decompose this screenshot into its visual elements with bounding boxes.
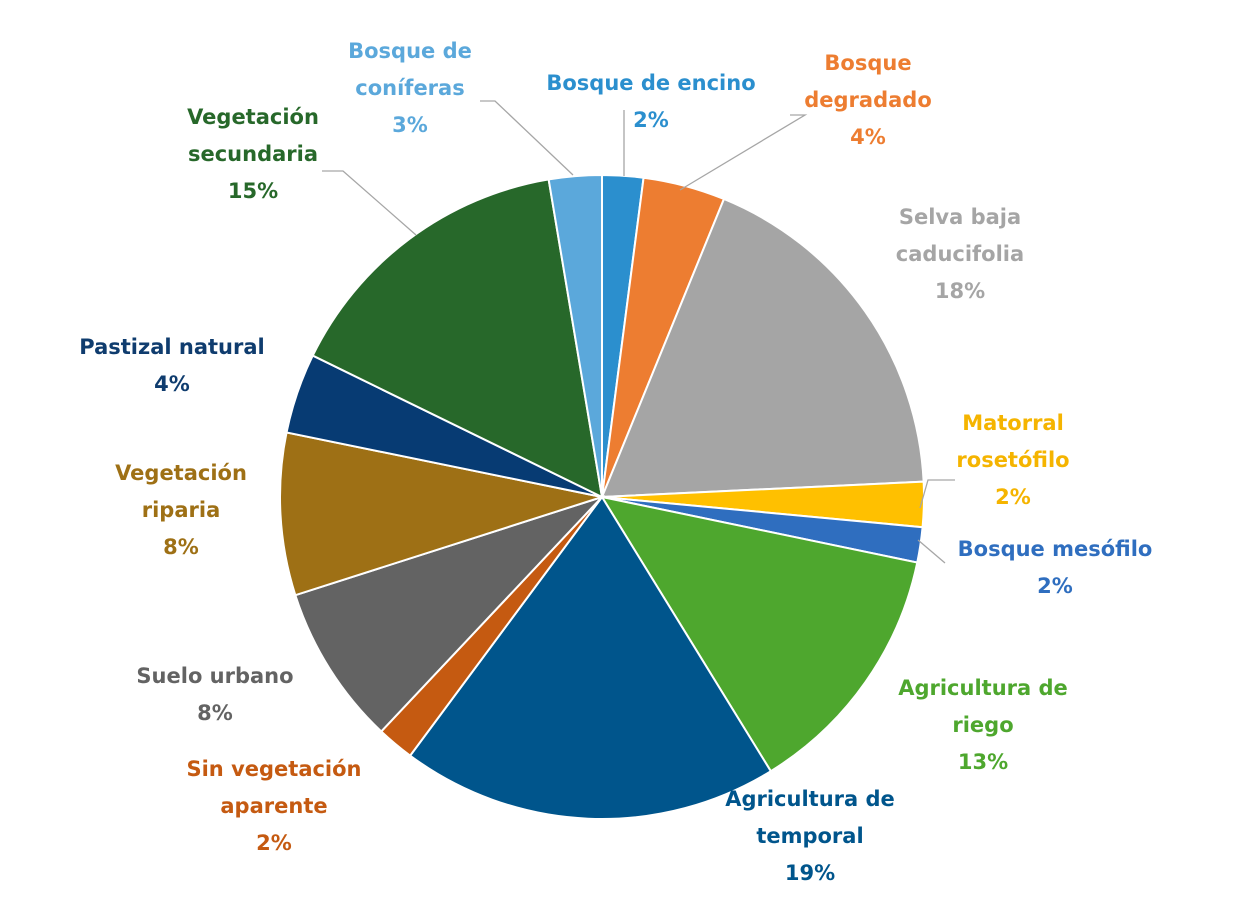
label-line-degradado: degradado	[804, 88, 932, 112]
label-line-pastizal: Pastizal natural	[79, 335, 264, 359]
pct-label-secundaria: 15%	[228, 179, 278, 203]
label-line-riparia: Vegetación	[115, 461, 247, 485]
data-label-urbano: Suelo urbano 8%	[136, 664, 293, 725]
label-line-secundaria: secundaria	[188, 142, 318, 166]
pct-label-sinveg: 2%	[256, 831, 292, 855]
data-label-mesofilo: Bosque mesófilo 2%	[958, 537, 1153, 598]
pct-label-encino: 2%	[633, 108, 669, 132]
label-line-matorral: Matorral	[962, 411, 1064, 435]
label-line-coniferas: Bosque de	[348, 39, 472, 63]
label-line-encino: Bosque de encino	[546, 71, 755, 95]
pct-label-riego: 13%	[958, 750, 1008, 774]
data-label-riparia: Vegetación riparia 8%	[115, 461, 247, 559]
pct-label-degradado: 4%	[850, 125, 886, 149]
data-label-secundaria: Vegetación secundaria 15%	[187, 105, 319, 203]
label-line-sinveg: Sin vegetación	[186, 757, 361, 781]
data-label-riego: Agricultura de riego 13%	[898, 676, 1068, 774]
slice-temporal	[408, 495, 773, 820]
pct-label-temporal: 19%	[785, 861, 835, 885]
data-label-degradado: Bosque degradado 4%	[804, 51, 932, 149]
label-line-degradado: Bosque	[824, 51, 911, 75]
pct-label-urbano: 8%	[197, 701, 233, 725]
label-line-riego: riego	[952, 713, 1013, 737]
label-line-mesofilo: Bosque mesófilo	[958, 537, 1153, 561]
label-line-sinveg: aparente	[220, 794, 327, 818]
leader-line-secundaria	[322, 170, 417, 236]
slice-selva	[600, 197, 925, 499]
label-line-matorral: rosetófilo	[956, 448, 1069, 472]
leader-line-matorral	[919, 479, 955, 509]
pct-label-riparia: 8%	[163, 535, 199, 559]
pct-label-pastizal: 4%	[154, 372, 190, 396]
label-line-riego: Agricultura de	[898, 676, 1068, 700]
data-label-selva: Selva baja caducifolia 18%	[896, 205, 1024, 303]
data-label-coniferas: Bosque de coníferas 3%	[348, 39, 472, 137]
data-label-pastizal: Pastizal natural 4%	[79, 335, 264, 396]
label-line-coniferas: coníferas	[355, 76, 464, 100]
data-label-encino: Bosque de encino 2%	[546, 71, 755, 132]
data-label-matorral: Matorral rosetófilo 2%	[956, 411, 1069, 509]
slice-riego	[599, 495, 919, 773]
label-line-temporal: temporal	[756, 824, 863, 848]
slice-secundaria	[311, 178, 604, 499]
pct-label-matorral: 2%	[995, 485, 1031, 509]
slice-urbano	[294, 494, 606, 733]
label-line-urbano: Suelo urbano	[136, 664, 293, 688]
pie-slices	[279, 173, 925, 820]
label-line-temporal: Agricultura de	[725, 787, 895, 811]
slice-coniferas	[547, 173, 603, 498]
label-line-secundaria: Vegetación	[187, 105, 319, 129]
label-line-selva: caducifolia	[896, 242, 1024, 266]
pct-label-coniferas: 3%	[392, 113, 428, 137]
data-label-temporal: Agricultura de temporal 19%	[725, 787, 895, 885]
data-label-sinveg: Sin vegetación aparente 2%	[186, 757, 361, 855]
slice-riparia	[279, 431, 606, 597]
leader-line-coniferas	[480, 100, 574, 176]
label-line-selva: Selva baja	[899, 205, 1021, 229]
leader-line-degradado	[679, 114, 808, 191]
label-line-riparia: riparia	[142, 498, 220, 522]
pct-label-mesofilo: 2%	[1037, 574, 1073, 598]
leader-line-mesofilo	[917, 539, 946, 564]
pct-label-selva: 18%	[935, 279, 985, 303]
